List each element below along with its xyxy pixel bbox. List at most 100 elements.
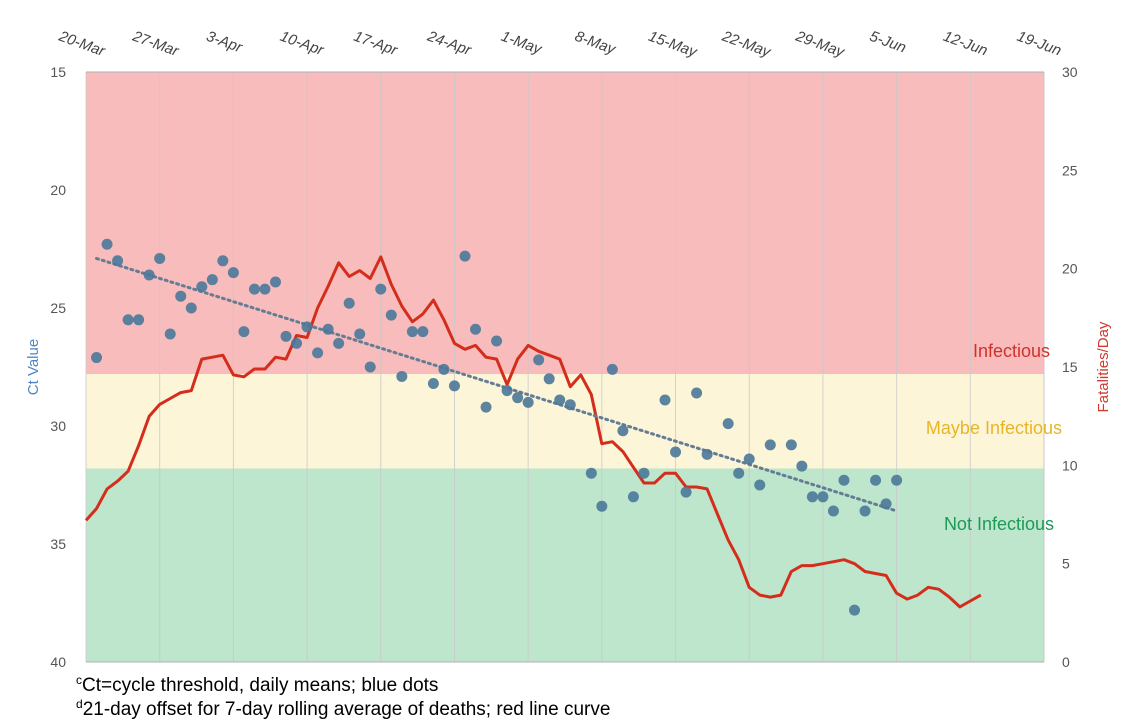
ct-point	[91, 352, 103, 364]
ct-point	[364, 361, 376, 373]
ct-point	[164, 328, 176, 340]
y-right-tick-label: 10	[1062, 457, 1078, 473]
x-tick-label: 24-Apr	[424, 27, 474, 59]
y-right-tick-label: 25	[1062, 162, 1078, 178]
ct-point	[617, 425, 629, 437]
x-tick-label: 10-Apr	[278, 28, 327, 60]
ct-point	[333, 337, 345, 349]
x-tick-label: 20-Mar	[56, 27, 108, 60]
ct-point	[849, 604, 861, 616]
y-left-tick-label: 35	[50, 536, 66, 552]
ct-point	[248, 283, 260, 295]
y-left-tick-label: 40	[50, 654, 66, 670]
ct-point	[101, 238, 113, 250]
ct-point	[870, 474, 882, 486]
ct-point	[217, 255, 229, 267]
zone-band-2	[86, 468, 1044, 662]
ct-point	[533, 354, 545, 366]
ct-point	[280, 330, 292, 342]
ct-point	[312, 347, 324, 359]
ct-point	[722, 418, 734, 430]
ct-point	[880, 498, 892, 510]
x-tick-label: 1-May	[499, 28, 545, 59]
ct-point	[596, 500, 608, 512]
ct-point	[838, 474, 850, 486]
footnote-c-marker: c	[76, 673, 82, 687]
x-tick-label: 27-Mar	[129, 27, 181, 60]
zone-label-1: Maybe Infectious	[926, 418, 1062, 438]
ct-point	[670, 446, 682, 458]
x-tick-label: 5-Jun	[867, 28, 908, 57]
ct-point	[764, 439, 776, 451]
zone-label-2: Not Infectious	[944, 514, 1054, 534]
ct-point	[238, 326, 250, 338]
zone-band-0	[86, 72, 1044, 375]
y-left-tick-label: 25	[50, 300, 66, 316]
ct-point	[259, 283, 271, 295]
ct-point	[175, 290, 187, 302]
y-left-axis-title: Ct Value	[25, 339, 42, 395]
ct-point	[196, 281, 208, 293]
y-right-tick-label: 5	[1062, 556, 1070, 572]
ct-point	[480, 401, 492, 413]
ct-point	[627, 491, 639, 503]
x-tick-label: 12-Jun	[941, 28, 990, 60]
ct-point	[385, 309, 397, 321]
ct-point	[754, 479, 766, 491]
ct-point	[733, 467, 745, 479]
ct-point	[406, 326, 418, 338]
ct-point	[154, 252, 166, 264]
ct-point	[143, 269, 155, 281]
ct-point	[269, 276, 281, 288]
ct-point	[512, 392, 524, 404]
y-left-tick-label: 20	[50, 182, 66, 198]
ct-point	[522, 396, 534, 408]
ct-point	[322, 323, 334, 335]
ct-point	[438, 363, 450, 375]
ct-point	[301, 321, 313, 333]
ct-point	[501, 385, 513, 397]
x-tick-label: 22-May	[719, 27, 774, 61]
ct-point	[606, 363, 618, 375]
ct-point	[817, 491, 829, 503]
zone-band-1	[86, 374, 1044, 469]
x-tick-label: 19-Jun	[1015, 28, 1064, 60]
footnote-d: d21-day offset for 7-day rolling average…	[76, 697, 610, 721]
ct-point	[554, 394, 566, 406]
ct-point	[785, 439, 797, 451]
x-tick-label: 8-May	[572, 28, 618, 59]
y-left-tick-label: 15	[50, 64, 66, 80]
ct-point	[185, 302, 197, 314]
ct-point	[701, 448, 713, 460]
ct-point	[227, 267, 239, 279]
ct-point	[354, 328, 366, 340]
ct-point	[491, 335, 503, 347]
ct-point	[585, 467, 597, 479]
ct-point	[638, 467, 650, 479]
y-right-tick-label: 30	[1062, 64, 1078, 80]
x-tick-label: 15-May	[646, 28, 700, 62]
ct-point	[470, 323, 482, 335]
ct-point	[448, 380, 460, 392]
ct-point	[459, 250, 471, 262]
ct-point	[133, 314, 145, 326]
ct-point	[859, 505, 871, 517]
footnote-d-marker: d	[76, 697, 83, 711]
x-tick-label: 17-Apr	[351, 28, 400, 60]
y-right-tick-label: 20	[1062, 261, 1078, 277]
ct-point	[206, 274, 218, 286]
ct-point	[112, 255, 124, 267]
ct-trendline	[95, 256, 899, 513]
fatalities-line	[84, 255, 982, 609]
y-right-axis-title: Fatalities/Day	[1095, 321, 1112, 412]
ct-point	[564, 399, 576, 411]
ct-point	[122, 314, 134, 326]
footnote-c-text: Ct=cycle threshold, daily means; blue do…	[82, 675, 439, 696]
ct-point	[343, 297, 355, 309]
y-right-tick-label: 0	[1062, 654, 1070, 670]
y-left-tick-label: 30	[50, 418, 66, 434]
ct-point	[891, 474, 903, 486]
zone-label-0: Infectious	[973, 341, 1050, 361]
ct-point	[743, 453, 755, 465]
